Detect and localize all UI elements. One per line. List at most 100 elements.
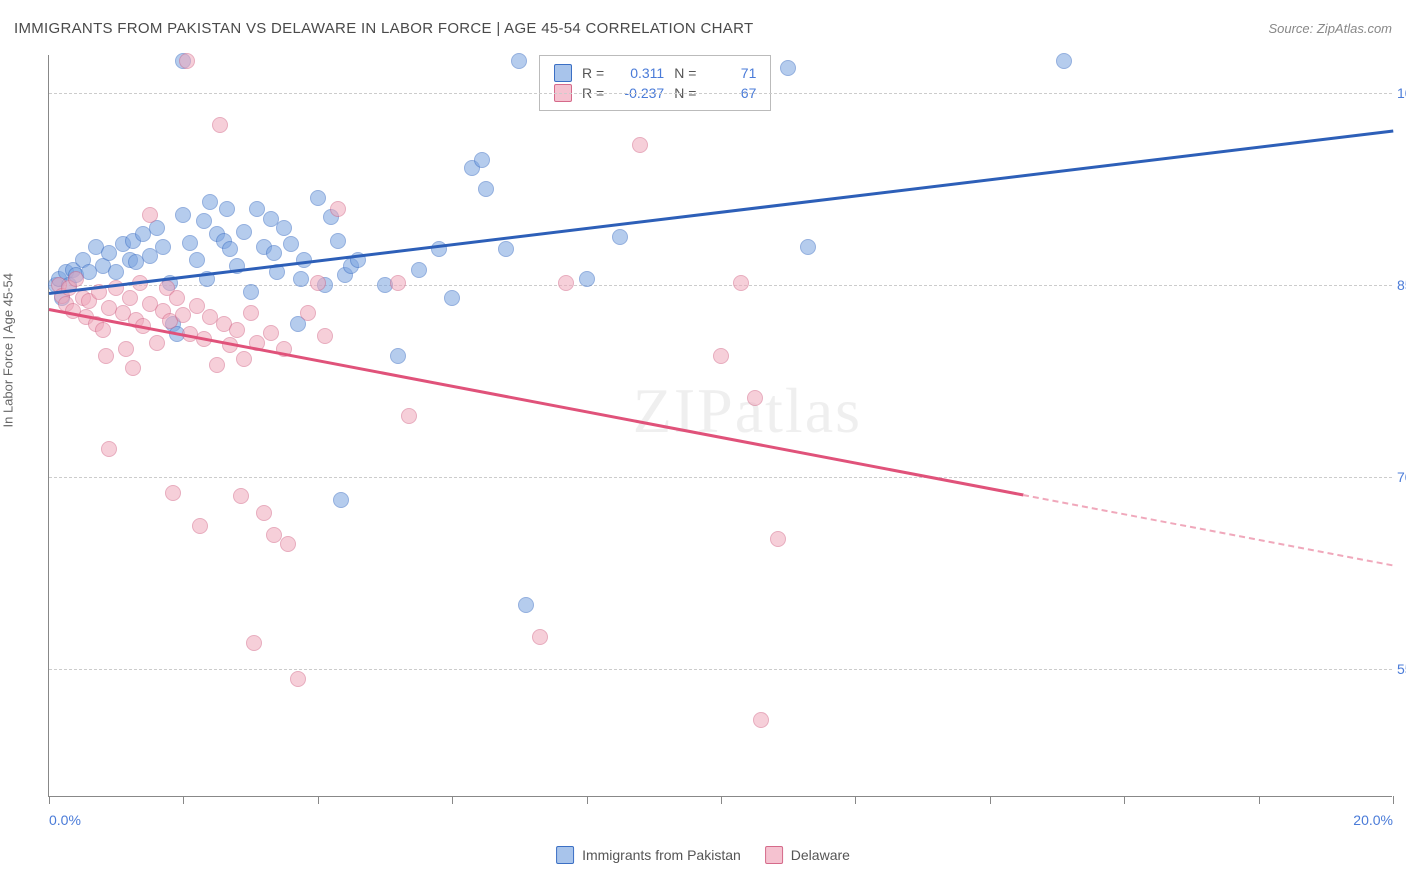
gridline xyxy=(49,93,1392,94)
trend-line xyxy=(49,308,1024,496)
y-tick-label: 70.0% xyxy=(1397,469,1406,485)
legend-swatch-series1 xyxy=(556,846,574,864)
legend-label: Delaware xyxy=(791,847,850,863)
chart-header: IMMIGRANTS FROM PAKISTAN VS DELAWARE IN … xyxy=(14,20,1392,37)
x-tick xyxy=(587,796,588,804)
data-point xyxy=(753,712,769,728)
data-point xyxy=(390,275,406,291)
x-tick xyxy=(855,796,856,804)
data-point xyxy=(98,348,114,364)
data-point xyxy=(243,305,259,321)
data-point xyxy=(612,229,628,245)
y-tick-label: 55.0% xyxy=(1397,661,1406,677)
legend-item: Delaware xyxy=(765,846,850,864)
data-point xyxy=(155,239,171,255)
data-point xyxy=(293,271,309,287)
data-point xyxy=(222,241,238,257)
stats-swatch-series1 xyxy=(554,64,572,82)
data-point xyxy=(532,629,548,645)
stats-row: R = 0.311 N = 71 xyxy=(554,64,756,82)
chart-source: Source: ZipAtlas.com xyxy=(1268,21,1392,36)
chart-plot-area: ZIPatlas R = 0.311 N = 71 R = -0.237 N =… xyxy=(48,55,1392,797)
x-tick xyxy=(1124,796,1125,804)
data-point xyxy=(390,348,406,364)
stats-n-label: N = xyxy=(674,65,696,81)
x-tick xyxy=(721,796,722,804)
data-point xyxy=(780,60,796,76)
x-tick-label: 20.0% xyxy=(1353,812,1393,828)
data-point xyxy=(333,492,349,508)
data-point xyxy=(478,181,494,197)
legend-swatch-series2 xyxy=(765,846,783,864)
chart-title: IMMIGRANTS FROM PAKISTAN VS DELAWARE IN … xyxy=(14,20,753,37)
data-point xyxy=(175,207,191,223)
stats-n-value: 71 xyxy=(706,65,756,81)
data-point xyxy=(118,341,134,357)
data-point xyxy=(246,635,262,651)
data-point xyxy=(125,360,141,376)
x-tick xyxy=(1393,796,1394,804)
data-point xyxy=(579,271,595,287)
data-point xyxy=(196,213,212,229)
data-point xyxy=(632,137,648,153)
x-tick xyxy=(990,796,991,804)
data-point xyxy=(219,201,235,217)
data-point xyxy=(558,275,574,291)
y-axis-label: In Labor Force | Age 45-54 xyxy=(1,273,16,427)
data-point xyxy=(310,190,326,206)
legend-item: Immigrants from Pakistan xyxy=(556,846,741,864)
data-point xyxy=(518,597,534,613)
data-point xyxy=(310,275,326,291)
gridline xyxy=(49,477,1392,478)
data-point xyxy=(149,335,165,351)
x-tick xyxy=(49,796,50,804)
x-tick-label: 0.0% xyxy=(49,812,81,828)
data-point xyxy=(189,298,205,314)
data-point xyxy=(263,325,279,341)
data-point xyxy=(229,322,245,338)
data-point xyxy=(283,236,299,252)
stats-r-value: 0.311 xyxy=(614,65,664,81)
legend-label: Immigrants from Pakistan xyxy=(582,847,741,863)
data-point xyxy=(142,207,158,223)
data-point xyxy=(474,152,490,168)
data-point xyxy=(243,284,259,300)
data-point xyxy=(179,53,195,69)
data-point xyxy=(401,408,417,424)
data-point xyxy=(233,488,249,504)
data-point xyxy=(212,117,228,133)
x-tick xyxy=(183,796,184,804)
data-point xyxy=(202,194,218,210)
data-point xyxy=(498,241,514,257)
data-point xyxy=(182,235,198,251)
data-point xyxy=(68,271,84,287)
data-point xyxy=(411,262,427,278)
data-point xyxy=(95,322,111,338)
watermark: ZIPatlas xyxy=(633,374,862,448)
gridline xyxy=(49,669,1392,670)
chart-legend: Immigrants from Pakistan Delaware xyxy=(556,846,850,864)
data-point xyxy=(770,531,786,547)
data-point xyxy=(101,441,117,457)
trend-line xyxy=(1023,494,1393,566)
data-point xyxy=(1056,53,1072,69)
data-point xyxy=(165,485,181,501)
data-point xyxy=(236,224,252,240)
data-point xyxy=(290,671,306,687)
data-point xyxy=(713,348,729,364)
data-point xyxy=(300,305,316,321)
data-point xyxy=(733,275,749,291)
data-point xyxy=(266,245,282,261)
data-point xyxy=(189,252,205,268)
x-tick xyxy=(318,796,319,804)
data-point xyxy=(108,264,124,280)
data-point xyxy=(236,351,252,367)
data-point xyxy=(169,290,185,306)
data-point xyxy=(747,390,763,406)
stats-box: R = 0.311 N = 71 R = -0.237 N = 67 xyxy=(539,55,771,111)
x-tick xyxy=(1259,796,1260,804)
data-point xyxy=(122,290,138,306)
data-point xyxy=(330,233,346,249)
stats-r-label: R = xyxy=(582,65,604,81)
data-point xyxy=(317,328,333,344)
